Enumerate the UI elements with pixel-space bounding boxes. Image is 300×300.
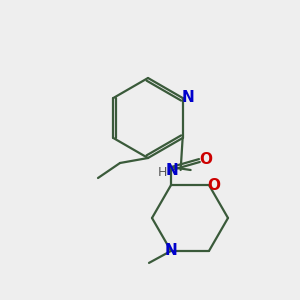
Text: N: N	[165, 163, 178, 178]
Text: N: N	[165, 243, 177, 258]
Text: O: O	[200, 152, 212, 166]
Text: O: O	[208, 178, 220, 193]
Text: N: N	[181, 91, 194, 106]
Text: H: H	[158, 166, 167, 178]
